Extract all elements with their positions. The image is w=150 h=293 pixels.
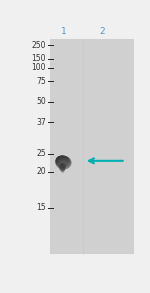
Ellipse shape bbox=[60, 167, 65, 172]
Ellipse shape bbox=[55, 156, 70, 168]
Text: 50: 50 bbox=[36, 97, 46, 106]
Text: 1: 1 bbox=[61, 27, 66, 36]
Ellipse shape bbox=[56, 156, 68, 164]
Text: 20: 20 bbox=[36, 167, 46, 176]
Ellipse shape bbox=[58, 160, 70, 169]
Text: 100: 100 bbox=[32, 63, 46, 72]
Text: 15: 15 bbox=[36, 203, 46, 212]
Text: 250: 250 bbox=[32, 41, 46, 50]
Ellipse shape bbox=[61, 169, 64, 173]
Text: 37: 37 bbox=[36, 117, 46, 127]
Text: 150: 150 bbox=[32, 54, 46, 63]
Text: 25: 25 bbox=[36, 149, 46, 158]
Ellipse shape bbox=[59, 163, 66, 171]
Ellipse shape bbox=[55, 156, 72, 169]
Bar bbox=[50, 39, 134, 254]
Ellipse shape bbox=[57, 158, 71, 169]
Text: 75: 75 bbox=[36, 77, 46, 86]
Ellipse shape bbox=[55, 155, 69, 166]
Text: 2: 2 bbox=[100, 27, 105, 36]
